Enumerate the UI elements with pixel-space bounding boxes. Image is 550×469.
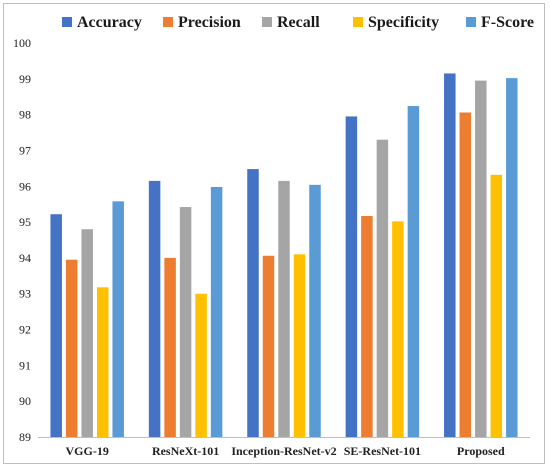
bar-inception-resnet-v2-specificity: [293, 254, 306, 437]
bar-resnext-101-accuracy: [148, 180, 161, 437]
x-tick-label-proposed: Proposed: [457, 444, 505, 458]
y-tick-label-96: 96: [19, 179, 31, 193]
bar-proposed-accuracy: [444, 73, 456, 437]
y-tick-label-95: 95: [19, 215, 31, 229]
bar-vgg-19-f-score: [112, 201, 124, 437]
y-tick-label-99: 99: [19, 72, 31, 86]
y-tick-label-92: 92: [19, 323, 31, 337]
bar-vgg-19-recall: [81, 229, 93, 437]
bar-proposed-recall: [475, 80, 487, 438]
legend-swatch-f-score: [466, 17, 476, 27]
legend-label-specificity: Specificity: [368, 14, 439, 31]
legend-label-accuracy: Accuracy: [77, 14, 142, 31]
bar-inception-resnet-v2-recall: [278, 180, 290, 437]
legend-label-precision: Precision: [178, 14, 241, 31]
x-tick-label-vgg-19: VGG-19: [66, 444, 109, 458]
y-tick-label-97: 97: [19, 143, 31, 157]
legend-swatch-accuracy: [62, 17, 72, 27]
y-tick-label-98: 98: [19, 108, 31, 122]
x-axis: VGG-19 ResNeXt-101 Inception-ResNet-v2 SE-R…: [38, 437, 530, 458]
legend-swatch-precision: [163, 17, 173, 27]
bar-se-resnet-101-recall: [376, 139, 389, 437]
bar-inception-resnet-v2-precision: [262, 255, 275, 437]
bars-group: [50, 73, 518, 438]
bar-proposed-precision: [459, 112, 472, 438]
legend-swatch-recall: [262, 17, 272, 27]
bar-vgg-19-accuracy: [50, 214, 62, 437]
bar-inception-resnet-v2-accuracy: [247, 169, 259, 437]
bar-vgg-19-specificity: [96, 287, 109, 437]
legend-label-recall: Recall: [277, 14, 320, 31]
bar-resnext-101-specificity: [195, 293, 207, 437]
bar-se-resnet-101-precision: [361, 216, 373, 437]
chart-legend: Accuracy Precision Recall Specificity F-Scor…: [62, 14, 534, 31]
bar-inception-resnet-v2-f-score: [309, 184, 321, 437]
bar-resnext-101-recall: [179, 207, 192, 437]
y-tick-label-89: 89: [19, 430, 31, 444]
legend-label-f-score: F-Score: [481, 14, 534, 31]
bar-resnext-101-f-score: [210, 186, 223, 437]
x-tick-label-inception-resnet-v2: Inception-ResNet-v2: [231, 444, 336, 458]
bar-resnext-101-precision: [164, 257, 176, 437]
y-tick-label-91: 91: [19, 358, 31, 372]
y-tick-label-100: 100: [13, 36, 31, 50]
bar-se-resnet-101-specificity: [392, 221, 404, 437]
bar-se-resnet-101-f-score: [407, 106, 420, 437]
bar-proposed-f-score: [506, 78, 518, 437]
bar-vgg-19-precision: [65, 259, 78, 437]
y-tick-label-90: 90: [19, 394, 31, 408]
bar-se-resnet-101-accuracy: [345, 116, 358, 438]
legend-swatch-specificity: [353, 17, 363, 27]
y-axis: 89 90 91 92 93 94 95 96 97 98 99 100: [13, 36, 31, 444]
x-tick-label-resnext-101: ResNeXt-101: [152, 444, 219, 458]
bar-proposed-specificity: [490, 174, 503, 437]
x-tick-label-se-resnet-101: SE-ResNet-101: [344, 444, 421, 458]
y-tick-label-94: 94: [19, 251, 31, 265]
y-tick-label-93: 93: [19, 287, 31, 301]
